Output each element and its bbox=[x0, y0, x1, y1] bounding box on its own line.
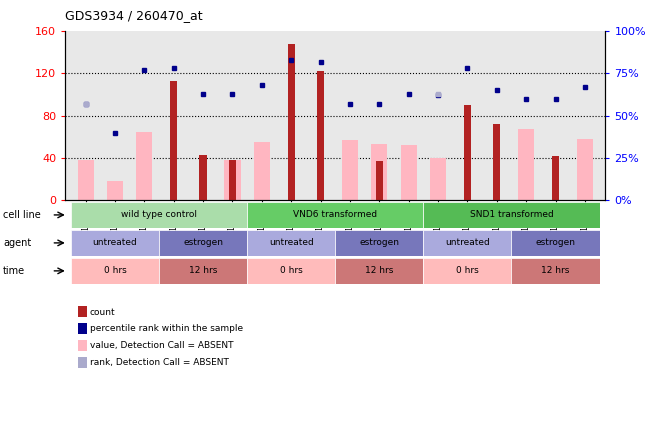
Text: untreated: untreated bbox=[269, 238, 314, 247]
Bar bbox=[464, 105, 471, 200]
Text: 0 hrs: 0 hrs bbox=[280, 266, 303, 275]
Bar bbox=[400, 145, 417, 200]
Text: rank, Detection Call = ABSENT: rank, Detection Call = ABSENT bbox=[90, 358, 229, 367]
Text: cell line: cell line bbox=[3, 210, 41, 220]
FancyBboxPatch shape bbox=[512, 258, 600, 284]
FancyBboxPatch shape bbox=[335, 230, 423, 256]
Bar bbox=[317, 71, 324, 200]
FancyBboxPatch shape bbox=[512, 230, 600, 256]
Bar bbox=[225, 160, 241, 200]
Text: 12 hrs: 12 hrs bbox=[189, 266, 217, 275]
Bar bbox=[229, 160, 236, 200]
Text: GDS3934 / 260470_at: GDS3934 / 260470_at bbox=[65, 9, 202, 22]
FancyBboxPatch shape bbox=[423, 258, 512, 284]
Bar bbox=[199, 155, 207, 200]
Text: percentile rank within the sample: percentile rank within the sample bbox=[90, 325, 243, 333]
Text: agent: agent bbox=[3, 238, 31, 248]
Bar bbox=[254, 142, 270, 200]
Text: VND6 transformed: VND6 transformed bbox=[293, 210, 378, 219]
FancyBboxPatch shape bbox=[423, 230, 512, 256]
Text: 0 hrs: 0 hrs bbox=[456, 266, 478, 275]
Bar bbox=[552, 156, 559, 200]
Bar bbox=[136, 131, 152, 200]
Text: untreated: untreated bbox=[445, 238, 490, 247]
Text: value, Detection Call = ABSENT: value, Detection Call = ABSENT bbox=[90, 341, 233, 350]
Bar bbox=[371, 144, 387, 200]
Text: time: time bbox=[3, 266, 25, 276]
Text: SND1 transformed: SND1 transformed bbox=[469, 210, 553, 219]
Bar bbox=[376, 161, 383, 200]
FancyBboxPatch shape bbox=[71, 230, 159, 256]
Text: wild type control: wild type control bbox=[121, 210, 197, 219]
Bar bbox=[288, 44, 295, 200]
Bar bbox=[107, 181, 123, 200]
FancyBboxPatch shape bbox=[71, 258, 159, 284]
Text: estrogen: estrogen bbox=[359, 238, 399, 247]
Text: 0 hrs: 0 hrs bbox=[104, 266, 126, 275]
Text: count: count bbox=[90, 308, 115, 317]
Bar bbox=[518, 129, 534, 200]
Bar bbox=[342, 140, 358, 200]
FancyBboxPatch shape bbox=[247, 202, 423, 228]
Bar bbox=[577, 139, 593, 200]
FancyBboxPatch shape bbox=[247, 230, 335, 256]
Text: 12 hrs: 12 hrs bbox=[365, 266, 393, 275]
Bar bbox=[77, 160, 94, 200]
Text: estrogen: estrogen bbox=[183, 238, 223, 247]
FancyBboxPatch shape bbox=[71, 202, 247, 228]
Bar bbox=[170, 81, 178, 200]
Bar bbox=[430, 158, 446, 200]
FancyBboxPatch shape bbox=[159, 230, 247, 256]
FancyBboxPatch shape bbox=[423, 202, 600, 228]
FancyBboxPatch shape bbox=[335, 258, 423, 284]
FancyBboxPatch shape bbox=[247, 258, 335, 284]
Text: estrogen: estrogen bbox=[536, 238, 575, 247]
Text: 12 hrs: 12 hrs bbox=[542, 266, 570, 275]
Bar bbox=[493, 124, 501, 200]
Text: untreated: untreated bbox=[92, 238, 137, 247]
FancyBboxPatch shape bbox=[159, 258, 247, 284]
